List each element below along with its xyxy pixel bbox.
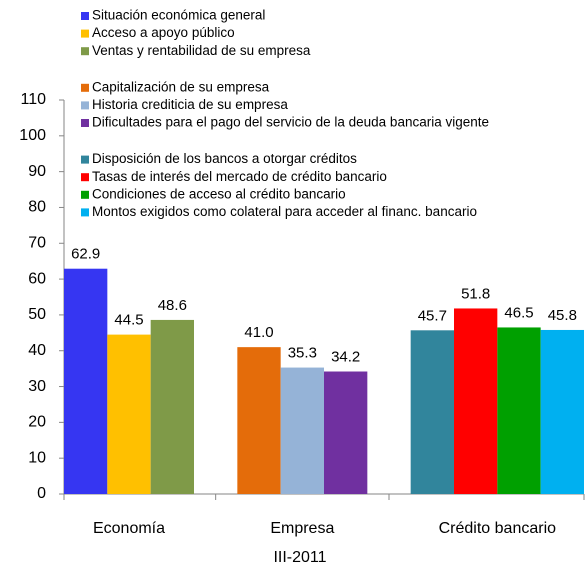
y-tick-label: 0 bbox=[37, 485, 46, 502]
legend-swatch bbox=[81, 155, 89, 164]
y-tick-label: 70 bbox=[28, 234, 46, 251]
y-tick-label: 30 bbox=[28, 378, 46, 395]
value-label: 45.8 bbox=[548, 307, 577, 324]
value-label: 44.5 bbox=[114, 312, 143, 329]
x-axis-label: III-2011 bbox=[273, 549, 326, 566]
bar bbox=[150, 319, 194, 494]
legend-label: Condiciones de acceso al crédito bancari… bbox=[92, 186, 346, 201]
y-tick-label: 10 bbox=[28, 449, 46, 466]
legend-swatch bbox=[81, 29, 89, 38]
y-tick-label: 100 bbox=[19, 127, 46, 144]
value-label: 45.7 bbox=[418, 307, 447, 324]
y-tick-label: 40 bbox=[28, 342, 46, 359]
legend-swatch bbox=[81, 12, 89, 20]
bar bbox=[107, 334, 151, 494]
legend-label: Dificultades para el pago del servicio d… bbox=[92, 115, 489, 130]
bar bbox=[410, 330, 454, 494]
legend-label: Montos exigidos como colateral para acce… bbox=[92, 204, 477, 219]
value-label: 34.2 bbox=[331, 348, 360, 365]
legend-swatch bbox=[81, 190, 89, 199]
bar bbox=[540, 329, 584, 494]
bar bbox=[237, 347, 281, 494]
legend-swatch bbox=[81, 83, 89, 92]
legend-label: Historia crediticia de su empresa bbox=[92, 97, 288, 112]
y-tick-label: 110 bbox=[20, 91, 46, 108]
y-tick-label: 80 bbox=[28, 199, 46, 216]
legend-label: Tasas de interés del mercado de crédito … bbox=[92, 169, 387, 184]
bar bbox=[454, 308, 498, 494]
legend-label: Situación económica general bbox=[92, 8, 265, 23]
legend-swatch bbox=[81, 119, 89, 127]
legend-label: Disposición de los bancos a otorgar créd… bbox=[92, 151, 357, 166]
bar bbox=[497, 327, 541, 494]
legend-label: Ventas y rentabilidad de su empresa bbox=[92, 43, 311, 58]
value-label: 62.9 bbox=[71, 246, 100, 263]
bar bbox=[324, 371, 368, 494]
value-label: 48.6 bbox=[158, 297, 187, 314]
legend-swatch bbox=[81, 47, 89, 56]
y-tick-label: 20 bbox=[28, 414, 46, 431]
value-label: 51.8 bbox=[461, 285, 490, 302]
value-label: 35.3 bbox=[288, 345, 317, 362]
bar bbox=[280, 367, 324, 494]
y-tick-label: 50 bbox=[28, 306, 46, 323]
y-tick-label: 90 bbox=[28, 163, 46, 180]
value-label: 41.0 bbox=[244, 324, 273, 341]
x-tick-label: Crédito bancario bbox=[439, 520, 557, 537]
legend-swatch bbox=[81, 208, 89, 217]
legend-swatch bbox=[81, 173, 89, 182]
x-tick-label: Economía bbox=[93, 520, 165, 537]
bar bbox=[64, 268, 108, 494]
legend-label: Capitalización de su empresa bbox=[92, 79, 270, 94]
x-tick-label: Empresa bbox=[270, 520, 334, 537]
legend-swatch bbox=[81, 101, 89, 110]
y-tick-label: 60 bbox=[28, 270, 46, 287]
value-label: 46.5 bbox=[504, 304, 533, 321]
legend-label: Acceso a apoyo público bbox=[92, 25, 235, 40]
